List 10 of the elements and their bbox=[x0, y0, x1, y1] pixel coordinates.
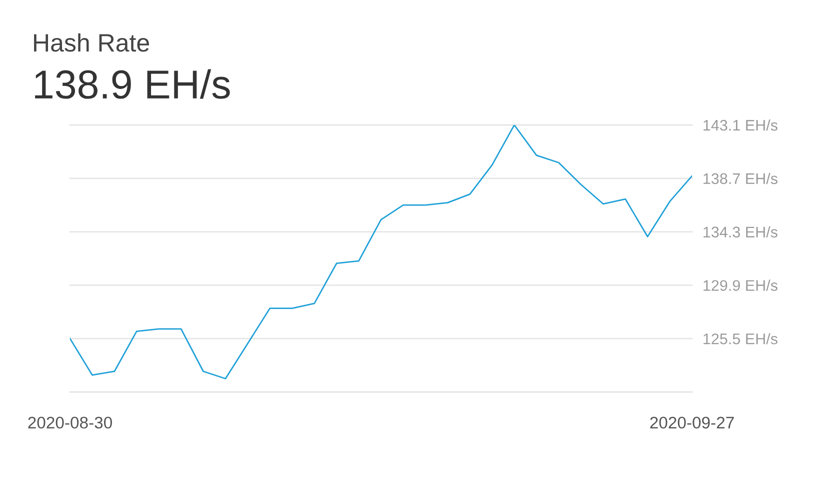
y-tick-label: 143.1 EH/s bbox=[704, 119, 778, 131]
x-tick-label: 2020-09-27 bbox=[650, 416, 734, 429]
line-series bbox=[70, 125, 692, 380]
chart-subtitle: 138.9 EH/s bbox=[35, 69, 230, 99]
y-tick-label: 125.5 EH/s bbox=[704, 333, 778, 344]
x-tick-label: 2020-08-30 bbox=[28, 416, 112, 429]
y-tick-label: 129.9 EH/s bbox=[704, 280, 778, 291]
y-tick-label: 138.7 EH/s bbox=[704, 172, 778, 184]
chart-title: Hash Rate bbox=[34, 33, 150, 52]
y-tick-label: 134.3 EH/s bbox=[704, 226, 778, 238]
